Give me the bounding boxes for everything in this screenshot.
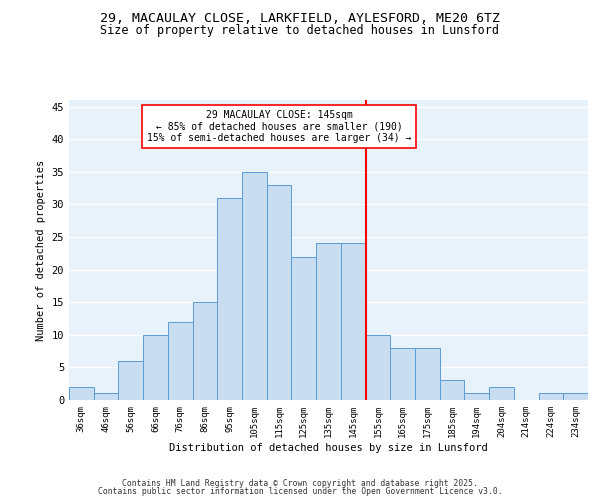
Bar [341,244,365,400]
Bar [316,244,341,400]
Text: Contains HM Land Registry data © Crown copyright and database right 2025.: Contains HM Land Registry data © Crown c… [122,478,478,488]
Bar [390,348,415,400]
Text: 29 MACAULAY CLOSE: 145sqm
← 85% of detached houses are smaller (190)
15% of semi: 29 MACAULAY CLOSE: 145sqm ← 85% of detac… [147,110,411,143]
Bar [292,256,316,400]
Bar [168,322,193,400]
Bar [365,335,390,400]
Bar [242,172,267,400]
Bar [118,361,143,400]
Text: Contains public sector information licensed under the Open Government Licence v3: Contains public sector information licen… [98,487,502,496]
Bar [563,394,588,400]
Y-axis label: Number of detached properties: Number of detached properties [36,160,46,340]
Bar [143,335,168,400]
X-axis label: Distribution of detached houses by size in Lunsford: Distribution of detached houses by size … [169,442,488,452]
Text: Size of property relative to detached houses in Lunsford: Size of property relative to detached ho… [101,24,499,37]
Bar [94,394,118,400]
Bar [217,198,242,400]
Bar [193,302,217,400]
Bar [415,348,440,400]
Text: 29, MACAULAY CLOSE, LARKFIELD, AYLESFORD, ME20 6TZ: 29, MACAULAY CLOSE, LARKFIELD, AYLESFORD… [100,12,500,26]
Bar [69,387,94,400]
Bar [489,387,514,400]
Bar [539,394,563,400]
Bar [440,380,464,400]
Bar [267,185,292,400]
Bar [464,394,489,400]
